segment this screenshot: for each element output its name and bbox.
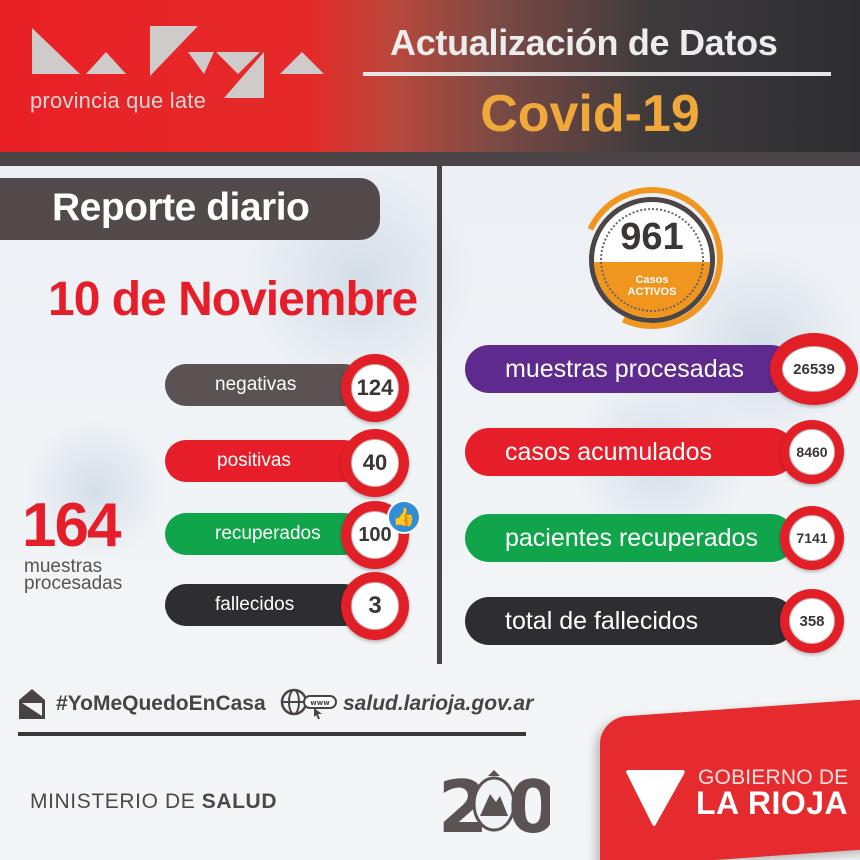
active-cases-label: Casos ACTIVOS <box>627 274 677 298</box>
stat-pill-fallecidos: fallecidos <box>165 584 365 626</box>
page-title: Actualización de Datos <box>390 22 778 63</box>
page-subtitle: Covid-19 <box>480 85 700 143</box>
total-samples-label: muestras procesadas <box>24 556 123 594</box>
logo-tagline: provincia que late <box>30 88 207 113</box>
home-icon <box>19 689 45 719</box>
active-cases-value: 961 <box>620 216 684 258</box>
header-banner: provincia que late Actualización de Dato… <box>0 0 860 152</box>
column-divider <box>437 166 442 664</box>
active-cases-ring: 961 Casos ACTIVOS <box>589 197 715 323</box>
anniversary-200-logo-icon: 2 0 <box>438 765 550 836</box>
stat-value: 26539 <box>793 360 835 378</box>
virus-decoration-icon <box>20 420 170 560</box>
stat-badge-fallecidos: 3 <box>341 572 409 640</box>
stat-badge-negativas: 124 <box>341 354 409 422</box>
title-divider <box>363 72 831 76</box>
thumbs-up-icon: 👍 <box>387 500 421 534</box>
report-label: Reporte diario <box>52 186 310 229</box>
stat-value: 40 <box>362 450 388 475</box>
stat-pill-negativas: negativas <box>165 364 365 406</box>
hashtag-link[interactable]: #YoMeQuedoEnCasa <box>56 692 266 715</box>
report-date: 10 de Noviembre <box>48 273 418 326</box>
stat-label: pacientes recuperados <box>505 523 758 552</box>
gobierno-line1: GOBIERNO DE <box>698 766 849 789</box>
stat-label: negativas <box>215 374 297 395</box>
stat-pill-total-fallecidos: total de fallecidos <box>465 597 795 645</box>
ministry-name: MINISTERIO DE SALUD <box>30 790 278 813</box>
gobierno-line2: LA RIOJA <box>696 785 849 821</box>
stat-badge-positivas: 40 <box>341 429 409 497</box>
stat-label: recuperados <box>215 523 321 544</box>
svg-text:www: www <box>310 699 330 707</box>
stat-pill-casos-acumulados: casos acumulados <box>465 428 795 476</box>
stat-label: total de fallecidos <box>505 606 699 635</box>
stat-label: positivas <box>217 450 291 471</box>
stat-label: fallecidos <box>215 594 295 615</box>
la-rioja-logo-icon <box>32 26 324 98</box>
stat-label: casos acumulados <box>505 437 713 466</box>
gobierno-logo-icon <box>626 770 685 826</box>
stat-value: 8460 <box>796 444 828 460</box>
web-globe-icon: www <box>280 688 337 719</box>
stat-pill-positivas: positivas <box>165 440 365 482</box>
stat-value: 100 <box>358 523 392 546</box>
stat-pill-muestras-procesadas: muestras procesadas <box>465 345 795 393</box>
stat-value: 124 <box>356 375 394 400</box>
total-samples-value: 164 <box>22 491 121 560</box>
stat-badge-muestras-procesadas: 26539 <box>770 333 858 405</box>
stat-pill-pacientes-recuperados: pacientes recuperados <box>465 514 795 562</box>
footer-divider <box>18 732 526 736</box>
stat-badge-total-fallecidos: 358 <box>780 589 844 653</box>
header-bottom-bar <box>0 152 860 166</box>
stat-value: 7141 <box>796 530 828 546</box>
stat-value: 358 <box>799 612 825 630</box>
stat-pill-recuperados: recuperados <box>165 513 365 555</box>
stat-badge-pacientes-recuperados: 7141 <box>780 506 844 570</box>
website-link[interactable]: salud.larioja.gov.ar <box>343 692 534 715</box>
stat-label: muestras procesadas <box>505 354 745 383</box>
svg-text:0: 0 <box>508 765 550 836</box>
report-label-pill: Reporte diario <box>0 178 380 240</box>
stat-badge-casos-acumulados: 8460 <box>780 420 844 484</box>
stat-value: 3 <box>368 592 382 619</box>
